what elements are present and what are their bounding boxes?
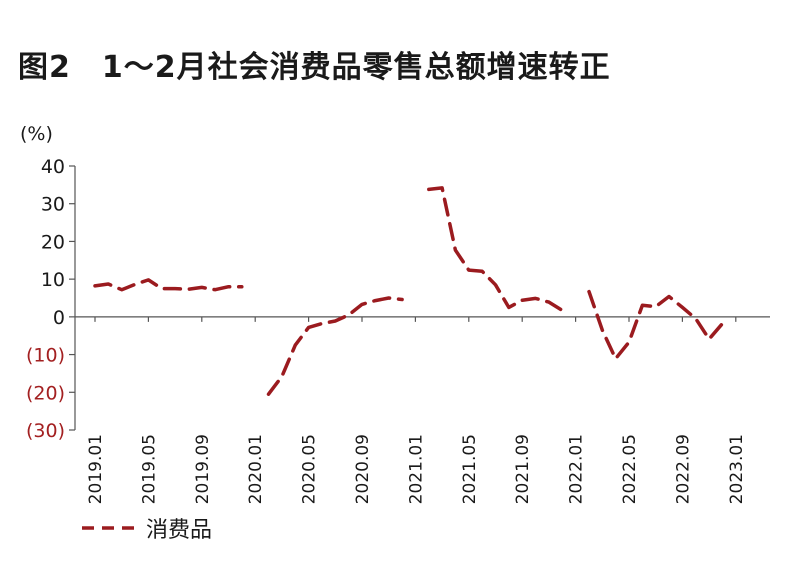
x-tick-label: 2019.09 (193, 434, 213, 504)
y-tick-label: 0 (53, 307, 65, 329)
y-axis-label: (%) (20, 123, 53, 145)
y-tick-label: (10) (26, 345, 65, 367)
y-tick-label: 10 (41, 269, 65, 291)
series-line-consumer-goods (427, 186, 565, 313)
y-tick-label: 40 (41, 156, 65, 178)
y-tick-label: 20 (41, 231, 65, 253)
chart-title: 图2 1～2月社会消费品零售总额增速转正 (18, 50, 611, 85)
x-tick-label: 2022.05 (620, 434, 640, 504)
x-tick-label: 2019.01 (86, 434, 106, 504)
x-tick-label: 2022.09 (673, 434, 693, 504)
legend-swatch (82, 526, 134, 530)
x-tick-label: 2019.05 (139, 434, 159, 504)
x-tick-label: 2023.01 (727, 434, 747, 504)
y-tick-label: (20) (26, 382, 65, 404)
axes (74, 166, 770, 430)
y-tick-label: 30 (41, 194, 65, 216)
series-layer (93, 186, 725, 396)
series-line-consumer-goods (587, 289, 725, 361)
series-line-consumer-goods (266, 296, 404, 396)
x-tick-label: 2020.09 (353, 434, 373, 504)
y-tick-label: (30) (26, 420, 65, 442)
x-tick-label: 2022.01 (567, 434, 587, 504)
x-tick-label: 2021.01 (406, 434, 426, 504)
legend: 消费品 (80, 512, 212, 544)
x-tick-label: 2020.05 (300, 434, 320, 504)
x-ticks: 2019.01 2019.05 2019.09 2020.01 2020.05 2020.… (86, 316, 747, 504)
x-tick-label: 2021.05 (460, 434, 480, 504)
legend-label-consumer-goods: 消费品 (146, 518, 213, 543)
x-tick-label: 2020.01 (246, 434, 266, 504)
series-line-consumer-goods (93, 278, 244, 292)
y-ticks: 40 30 20 10 0 (10) (20) (30) (26, 156, 75, 442)
x-tick-label: 2021.09 (513, 434, 533, 504)
